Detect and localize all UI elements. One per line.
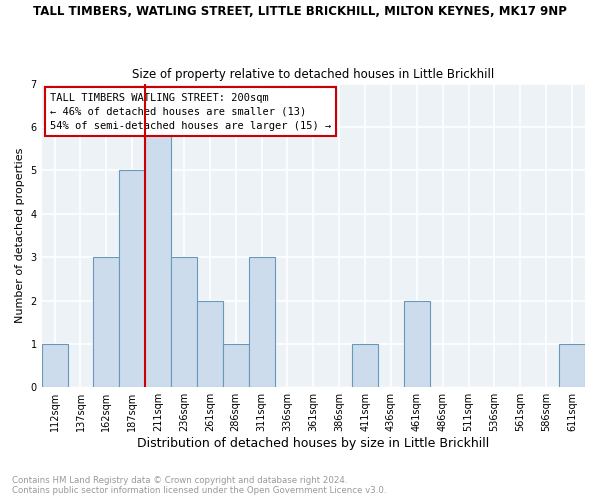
Text: Contains HM Land Registry data © Crown copyright and database right 2024.
Contai: Contains HM Land Registry data © Crown c… (12, 476, 386, 495)
X-axis label: Distribution of detached houses by size in Little Brickhill: Distribution of detached houses by size … (137, 437, 490, 450)
Bar (248, 257, 275, 388)
Bar (223, 344, 248, 388)
Y-axis label: Number of detached properties: Number of detached properties (15, 148, 25, 323)
Bar (145, 127, 171, 388)
Bar (41, 344, 68, 388)
Text: TALL TIMBERS WATLING STREET: 200sqm
← 46% of detached houses are smaller (13)
54: TALL TIMBERS WATLING STREET: 200sqm ← 46… (50, 92, 331, 130)
Text: TALL TIMBERS, WATLING STREET, LITTLE BRICKHILL, MILTON KEYNES, MK17 9NP: TALL TIMBERS, WATLING STREET, LITTLE BRI… (33, 5, 567, 18)
Bar (94, 257, 119, 388)
Bar (352, 344, 378, 388)
Bar (119, 170, 145, 388)
Bar (197, 300, 223, 388)
Bar (171, 257, 197, 388)
Title: Size of property relative to detached houses in Little Brickhill: Size of property relative to detached ho… (132, 68, 494, 81)
Bar (404, 300, 430, 388)
Bar (559, 344, 585, 388)
